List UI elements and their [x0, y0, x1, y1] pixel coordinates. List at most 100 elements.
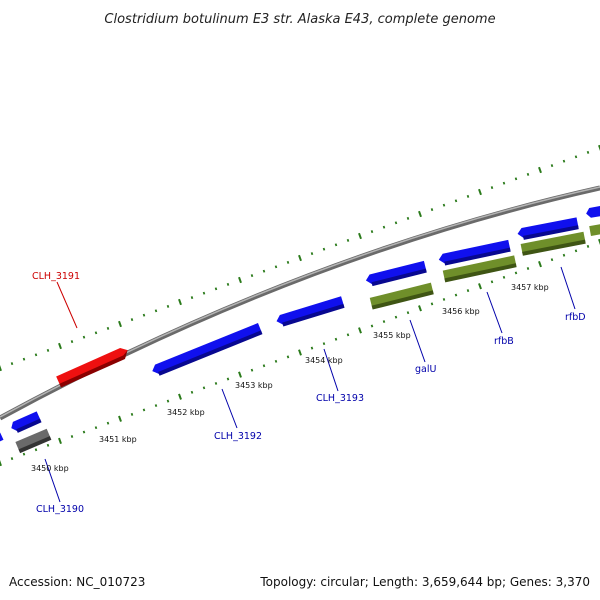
minor-tick [34, 448, 38, 452]
major-tick [298, 349, 302, 356]
gene-edge-olive-arrow[interactable] [589, 223, 600, 236]
minor-tick [334, 243, 338, 247]
minor-tick [490, 186, 494, 190]
gene-upper-4-arrow[interactable] [585, 204, 600, 218]
kbp-labels: 3450 kbp 3451 kbp 3452 kbp 3453 kbp 3454… [31, 283, 549, 473]
gene-clh-3193-arrow[interactable] [275, 296, 345, 328]
minor-tick [46, 348, 50, 352]
minor-tick [226, 377, 230, 381]
major-tick [418, 210, 422, 218]
minor-tick [10, 457, 14, 461]
forward-gene-track [56, 346, 130, 388]
minor-tick [406, 311, 410, 315]
major-tick [478, 283, 482, 290]
minor-tick [430, 302, 434, 306]
gene-upper-1-arrow[interactable] [365, 260, 427, 287]
minor-tick [130, 318, 134, 322]
gene-rfbd-arrow[interactable] [520, 231, 586, 256]
gene-upper-3-arrow[interactable] [517, 217, 579, 240]
minor-tick [430, 208, 434, 212]
gene-clh-3190-arrow[interactable] [9, 411, 42, 434]
major-tick [418, 305, 422, 312]
gene-galu-arrow[interactable] [369, 282, 434, 310]
minor-tick [502, 181, 506, 185]
outer-tick-ring [0, 144, 600, 372]
minor-tick [22, 357, 26, 361]
minor-tick [346, 238, 350, 242]
minor-tick [502, 275, 506, 279]
minor-tick [394, 315, 398, 319]
major-tick [118, 320, 122, 328]
kbp-label: 3454 kbp [305, 356, 343, 365]
minor-tick [526, 267, 530, 270]
minor-tick [442, 203, 446, 207]
minor-tick [70, 435, 74, 438]
gene-clh-3192-arrow[interactable] [150, 323, 263, 378]
major-tick [58, 437, 62, 445]
minor-tick [22, 452, 26, 456]
genome-backbone [0, 185, 600, 421]
minor-tick [574, 249, 578, 253]
gene-clh-3190-partial-arrow[interactable] [0, 432, 4, 445]
major-tick [358, 327, 362, 334]
minor-tick [226, 282, 230, 286]
gene-label-clh-3193[interactable]: CLH_3193 [316, 393, 364, 404]
major-tick [358, 232, 362, 240]
minor-tick [70, 340, 74, 344]
gene-label-rfbb[interactable]: rfbB [494, 336, 514, 347]
major-tick [298, 254, 302, 262]
gene-upper-2-arrow[interactable] [438, 239, 511, 267]
minor-tick [106, 421, 110, 425]
gene-label-rfbd[interactable]: rfbD [565, 312, 586, 323]
minor-tick [346, 333, 350, 337]
reverse-gene-track [0, 204, 600, 454]
major-tick [238, 371, 242, 378]
minor-tick [454, 293, 458, 297]
minor-tick [382, 225, 386, 229]
gene-clh-3191-arrow[interactable] [56, 346, 130, 388]
minor-tick [370, 324, 374, 328]
minor-tick [190, 296, 194, 300]
minor-tick [526, 172, 530, 176]
major-tick [118, 415, 122, 422]
gene-label-galu[interactable]: galU [415, 364, 436, 375]
gene-label-clh-3192[interactable]: CLH_3192 [214, 431, 262, 442]
minor-tick [166, 399, 170, 403]
minor-tick [154, 309, 158, 313]
minor-tick [94, 331, 98, 335]
minor-tick [406, 216, 410, 220]
major-tick [58, 342, 62, 350]
gene-rfbb-arrow[interactable] [442, 255, 517, 283]
gene-pseudo-arrow[interactable] [15, 428, 52, 454]
minor-tick [394, 221, 398, 225]
minor-tick [94, 426, 98, 430]
minor-tick [514, 271, 518, 275]
gene-labels: CLH_3190 CLH_3191 CLH_3192 CLH_3193 galU… [32, 271, 586, 515]
inner-tick-ring [0, 238, 600, 467]
minor-tick [202, 291, 206, 295]
map-title: Clostridium botulinum E3 str. Alaska E43… [104, 12, 495, 27]
minor-tick [34, 353, 38, 357]
genome-backbone-highlight [0, 186, 600, 418]
minor-tick [154, 404, 158, 407]
minor-tick [106, 326, 110, 330]
minor-tick [250, 274, 254, 278]
minor-tick [574, 155, 578, 159]
minor-tick [562, 253, 566, 257]
minor-tick [322, 342, 326, 346]
minor-tick [466, 289, 470, 293]
minor-tick [166, 304, 170, 308]
minor-tick [382, 320, 386, 323]
minor-tick [214, 287, 218, 291]
major-tick [598, 238, 600, 245]
gene-label-clh-3191[interactable]: CLH_3191 [32, 271, 80, 282]
major-tick [538, 166, 542, 174]
gene-label-clh-3190[interactable]: CLH_3190 [36, 504, 84, 515]
minor-tick [82, 335, 86, 339]
minor-tick [310, 346, 314, 350]
minor-tick [262, 269, 266, 273]
major-tick [478, 188, 482, 196]
minor-tick [214, 382, 218, 385]
minor-tick [250, 368, 254, 372]
minor-tick [550, 164, 554, 168]
